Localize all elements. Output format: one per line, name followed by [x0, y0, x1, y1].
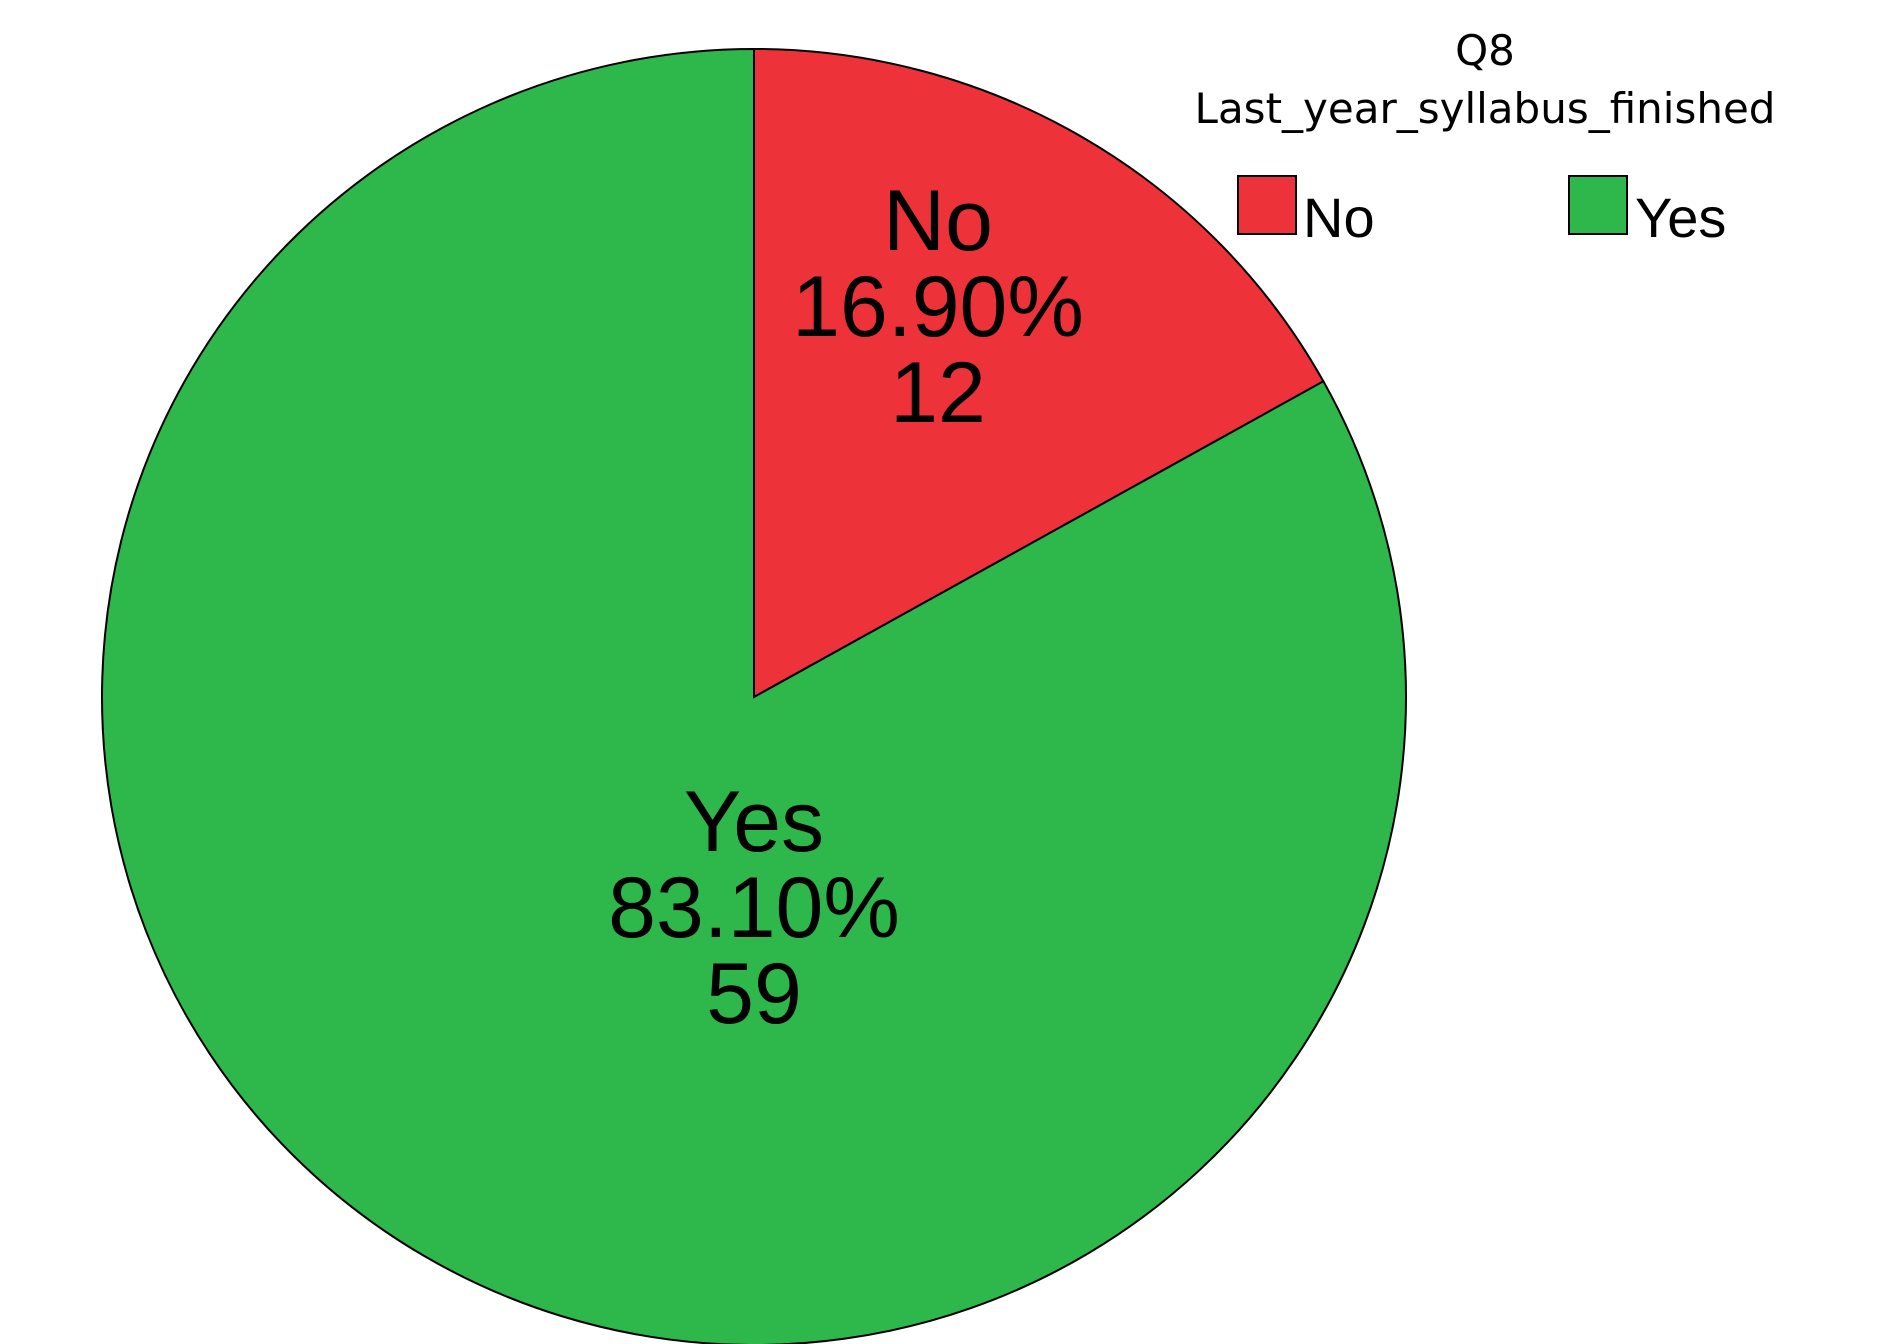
- pie-slice-yes: [101, 47, 1407, 1344]
- pie-slices: [101, 47, 1407, 1344]
- legend-items: No Yes: [1237, 175, 1726, 249]
- legend-swatch-yes: [1568, 175, 1628, 235]
- slice-label-count-yes: 59: [706, 946, 802, 1042]
- slice-label-percent-no: 16.90%: [792, 259, 1084, 355]
- pie-slice-no: [753, 47, 1325, 699]
- legend: Q8 Last_year_syllabus_finished No Yes: [1195, 26, 1776, 249]
- slice-label-name-no: No: [883, 173, 993, 269]
- slice-label-percent-yes: 83.10%: [608, 860, 900, 956]
- legend-title-line2: Last_year_syllabus_finished: [1195, 84, 1776, 133]
- legend-label-no: No: [1303, 186, 1375, 249]
- legend-swatch-no: [1237, 175, 1297, 235]
- legend-title-line1: Q8: [1455, 26, 1515, 75]
- slice-label-count-no: 12: [890, 345, 986, 441]
- slice-label-name-yes: Yes: [684, 774, 824, 870]
- legend-label-yes: Yes: [1635, 186, 1726, 249]
